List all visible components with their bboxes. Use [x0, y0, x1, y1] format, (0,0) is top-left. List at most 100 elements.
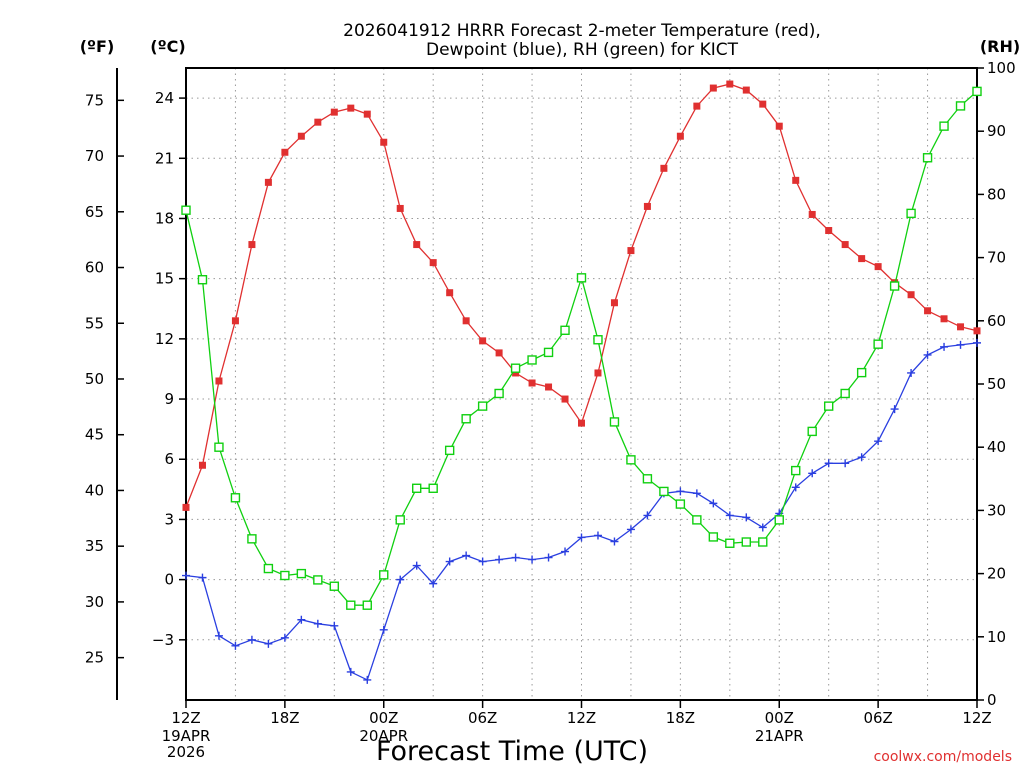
rh-point [856, 367, 867, 378]
rh-point [230, 493, 241, 503]
temperature-point [231, 317, 239, 325]
celsius-tick-label: 0 [164, 571, 174, 589]
rh-tick-label: 90 [987, 122, 1006, 140]
dewpoint-point [231, 641, 240, 650]
dewpoint-point [280, 633, 289, 642]
rh-point [955, 101, 966, 111]
rh-point [428, 483, 438, 493]
dewpoint-point [824, 459, 833, 468]
rh-point [527, 355, 537, 365]
fahrenheit-tick-label: 75 [85, 91, 104, 109]
rh-point [906, 208, 916, 219]
rh-tick-label: 40 [987, 438, 1006, 456]
dewpoint-point [379, 625, 388, 634]
temperature-point [594, 369, 602, 377]
credit-text: coolwx.com/models [874, 749, 1012, 765]
celsius-tick-label: 21 [155, 149, 174, 167]
fahrenheit-tick-label: 60 [85, 259, 104, 277]
celsius-unit-label: (ºC) [150, 37, 185, 56]
rh-point [214, 442, 224, 452]
temperature-point [429, 259, 437, 267]
dewpoint-point [346, 667, 355, 676]
x-tick-label: 00Z [765, 709, 794, 727]
rh-point [840, 388, 850, 399]
rh-tick-label: 20 [987, 565, 1006, 583]
dewpoint-point [247, 635, 256, 644]
dewpoint-point [725, 511, 734, 520]
temperature-point [660, 164, 668, 172]
dewpoint-point [462, 551, 471, 560]
fahrenheit-tick-label: 55 [85, 314, 104, 332]
temperature-point [380, 138, 388, 146]
rh-point [296, 568, 307, 579]
temperature-point [759, 100, 767, 108]
x-tick-label: 12Z [171, 709, 200, 727]
rh-point [741, 537, 751, 547]
temperature-point [808, 210, 816, 218]
dewpoint-point [676, 487, 685, 496]
rh-point [609, 417, 620, 427]
temperature-point [957, 323, 965, 331]
dewpoint-point [890, 405, 899, 414]
dewpoint-point [198, 573, 207, 582]
x-tick-label: 00Z [369, 709, 398, 727]
rh-point [379, 570, 389, 580]
temperature-point [643, 202, 651, 210]
x-tick-label: 18Z [270, 709, 299, 727]
dewpoint-point [742, 513, 751, 522]
celsius-tick-label: 15 [155, 270, 174, 288]
fahrenheit-tick-label: 45 [85, 426, 104, 444]
fahrenheit-unit-label: (ºF) [80, 37, 115, 56]
celsius-tick-label: 24 [155, 89, 174, 107]
dewpoint-point [758, 523, 767, 532]
celsius-tick-label: −3 [152, 631, 174, 649]
x-tick-label: 06Z [863, 709, 892, 727]
dewpoint-point [528, 555, 537, 564]
temperature-point [462, 317, 470, 325]
temperature-point [479, 337, 487, 345]
rh-point [461, 414, 471, 424]
temperature-point [676, 132, 684, 140]
rh-point [477, 401, 488, 411]
x-tick-year-label: 2026 [167, 743, 205, 761]
temperature-point [198, 461, 206, 469]
rh-point [181, 205, 191, 215]
rh-point [873, 339, 883, 349]
temperature-point [726, 80, 734, 88]
dewpoint-point [363, 675, 372, 684]
x-tick-label: 18Z [666, 709, 695, 727]
rh-point [692, 515, 702, 525]
temperature-point [528, 379, 536, 387]
grid-lines [186, 68, 977, 700]
rh-tick-label: 30 [987, 501, 1006, 519]
rh-tick-label: 10 [987, 628, 1006, 646]
temperature-point [924, 307, 932, 315]
rh-point [708, 532, 719, 542]
fahrenheit-tick-label: 25 [85, 649, 104, 667]
dewpoint-point [495, 555, 504, 564]
series-temperature [182, 80, 981, 511]
rh-point [362, 600, 372, 610]
temperature-point [182, 503, 190, 511]
rh-point [972, 86, 982, 97]
rh-point [395, 515, 405, 525]
dewpoint-point [577, 533, 586, 542]
temperature-point [578, 419, 585, 427]
rh-unit-label: (RH) [980, 37, 1020, 56]
temperature-point [841, 241, 849, 249]
x-tick-label: 12Z [962, 709, 991, 727]
rh-tick-label: 70 [987, 249, 1006, 267]
x-tick-date-label: 20APR [359, 727, 408, 745]
temperature-point [775, 122, 783, 130]
dewpoint-point [791, 483, 800, 492]
dewpoint-point [214, 631, 223, 640]
temperature-line [185, 83, 978, 508]
temperature-point [264, 178, 272, 186]
chart-title-line2: Dewpoint (blue), RH (green) for KICT [426, 40, 739, 60]
rh-tick-label: 50 [987, 375, 1006, 393]
rh-point [791, 465, 801, 476]
fahrenheit-tick-label: 40 [85, 481, 104, 499]
temperature-point [512, 369, 520, 377]
temperature-point [314, 118, 322, 126]
